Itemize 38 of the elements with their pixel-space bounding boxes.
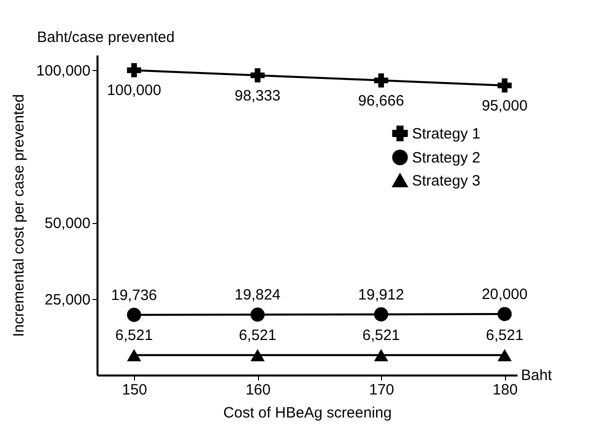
point bbox=[374, 73, 388, 88]
data-label: 100,000 bbox=[106, 82, 162, 100]
data-label: 95,000 bbox=[482, 97, 528, 114]
point bbox=[374, 307, 388, 322]
point bbox=[126, 308, 142, 322]
x-tick-label: 170 bbox=[369, 382, 394, 398]
point bbox=[498, 306, 512, 322]
point bbox=[498, 78, 512, 93]
data-label: 6,521 bbox=[362, 327, 400, 344]
y-tick-label: 100,000 bbox=[36, 62, 90, 80]
data-label: 19,736 bbox=[111, 286, 158, 304]
data-label: 6,521 bbox=[486, 327, 524, 344]
y-tick-label: 50,000 bbox=[44, 215, 90, 232]
data-label: 6,521 bbox=[238, 327, 276, 344]
y-tick-label: 25,000 bbox=[44, 291, 90, 308]
legend-label: Strategy 3 bbox=[412, 172, 480, 190]
data-label: 20,000 bbox=[482, 286, 528, 304]
point bbox=[374, 349, 388, 362]
x-tick-label: 150 bbox=[122, 382, 148, 398]
data-label: 19,912 bbox=[358, 286, 404, 304]
y-axis-title: Incremental cost per case prevented bbox=[10, 94, 28, 337]
legend-label: Strategy 1 bbox=[412, 125, 480, 142]
point bbox=[250, 349, 265, 362]
point bbox=[126, 349, 142, 362]
point bbox=[250, 68, 265, 82]
data-label: 6,521 bbox=[115, 327, 153, 344]
point bbox=[126, 63, 142, 78]
x-axis-title: Cost of HBeAg screening bbox=[223, 404, 392, 422]
text: Baht bbox=[521, 367, 553, 384]
legend-label: Strategy 2 bbox=[412, 149, 480, 166]
data-label: 19,824 bbox=[234, 286, 281, 304]
x-tick-label: 180 bbox=[492, 382, 518, 398]
data-label: 98,333 bbox=[234, 87, 281, 104]
data-label: 96,666 bbox=[358, 92, 404, 110]
x-tick-label: 160 bbox=[246, 382, 271, 398]
point bbox=[498, 349, 512, 362]
text: Baht/case prevented bbox=[37, 29, 175, 46]
point bbox=[250, 308, 265, 322]
